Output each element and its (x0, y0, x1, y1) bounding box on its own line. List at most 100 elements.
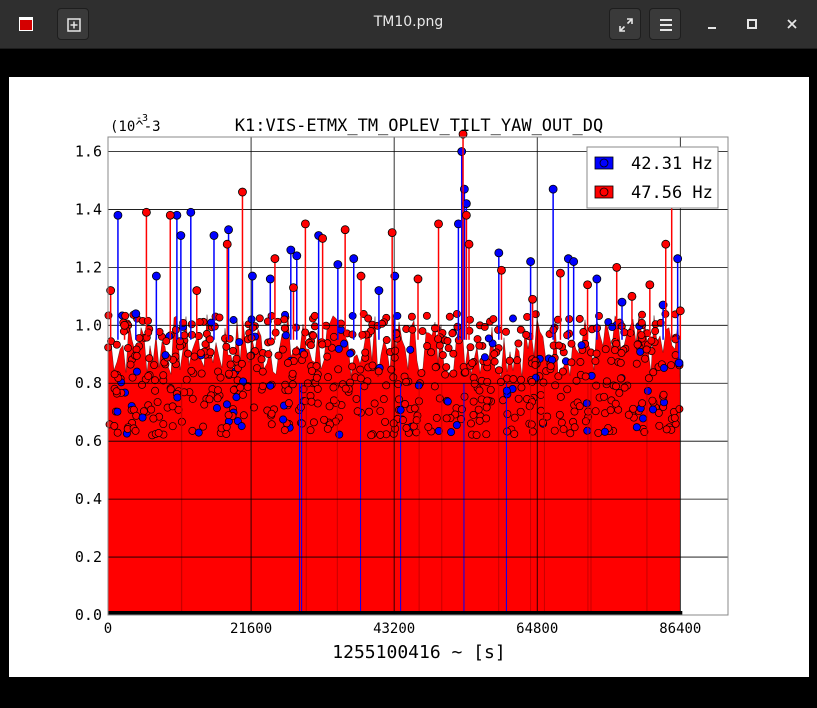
data-point (449, 369, 458, 378)
data-point (284, 399, 293, 408)
close-button[interactable] (782, 14, 802, 34)
chart: 0 21600 43200 64800 86400 0.0 0.2 0.4 0.6 0.8 1.0 1… (9, 77, 809, 677)
data-point (292, 347, 300, 356)
data-point (213, 394, 222, 403)
data-point (194, 428, 203, 437)
data-point (222, 400, 231, 409)
legend-label: 47.56 Hz (631, 183, 713, 203)
data-point (536, 391, 545, 399)
data-point (352, 394, 361, 403)
data-point (387, 365, 396, 374)
data-point (284, 386, 293, 395)
data-point (187, 366, 196, 375)
data-point (348, 362, 357, 371)
data-point (281, 331, 290, 340)
data-point (607, 356, 616, 365)
maximize-button[interactable] (742, 14, 762, 34)
series-marker (192, 286, 202, 295)
series-marker (248, 271, 257, 281)
series-marker (209, 231, 219, 240)
data-point (300, 350, 309, 359)
app-menu-button[interactable] (10, 8, 42, 40)
data-point (438, 351, 447, 360)
data-point (581, 372, 590, 381)
data-point (502, 327, 510, 336)
data-point (570, 407, 579, 416)
series-marker (494, 248, 504, 258)
series-marker (151, 271, 161, 281)
series-marker (526, 257, 536, 266)
series-marker (340, 225, 350, 235)
data-point (154, 429, 163, 437)
data-point (346, 349, 355, 358)
legend-label: 42.31 Hz (631, 154, 713, 174)
data-point (654, 408, 663, 417)
series-marker (556, 268, 565, 278)
data-point (480, 353, 489, 362)
data-point (638, 310, 646, 319)
data-point (112, 387, 121, 396)
data-point (546, 362, 555, 371)
x-tick-label: 64800 (516, 621, 558, 637)
data-point (149, 414, 158, 423)
data-point (264, 350, 273, 359)
data-point (205, 395, 214, 404)
data-point (364, 314, 373, 323)
data-point (267, 420, 276, 429)
data-point (147, 405, 156, 414)
legend-marker (599, 187, 609, 197)
data-point (353, 407, 362, 416)
series-marker (286, 245, 296, 255)
data-point (505, 356, 514, 365)
series-marker (674, 358, 684, 368)
series-marker (592, 274, 602, 284)
series-marker (497, 265, 506, 275)
data-point (126, 360, 135, 369)
data-point (431, 363, 440, 372)
series-marker (349, 254, 359, 264)
data-point (510, 429, 519, 438)
data-point (460, 392, 469, 401)
series-marker (464, 239, 474, 249)
menu-button[interactable] (649, 8, 681, 40)
data-point (466, 343, 475, 352)
data-point (402, 378, 411, 386)
data-point (468, 359, 477, 367)
data-point (606, 406, 615, 415)
fullscreen-button[interactable] (609, 8, 641, 40)
data-point (201, 340, 210, 349)
series-marker (612, 262, 622, 272)
data-point (166, 385, 175, 394)
data-point (320, 415, 329, 424)
data-point (113, 428, 122, 437)
data-point (601, 345, 610, 354)
data-point (430, 382, 439, 391)
data-point (632, 423, 641, 432)
plot-frame (107, 136, 729, 616)
data-point (358, 330, 367, 339)
data-point (196, 349, 205, 358)
data-point (307, 341, 315, 350)
data-point (472, 431, 481, 440)
data-point (139, 407, 148, 416)
series-marker (333, 260, 343, 269)
data-point (274, 351, 283, 360)
data-point (132, 351, 141, 360)
hamburger-menu-icon (660, 19, 672, 31)
data-point (466, 315, 474, 324)
data-point (670, 413, 679, 422)
new-tab-button[interactable] (57, 8, 89, 40)
data-point (655, 421, 664, 430)
data-point (445, 312, 454, 321)
series-marker (675, 306, 685, 316)
minimize-button[interactable] (702, 14, 722, 34)
y-tick-label: 1.2 (75, 258, 102, 276)
y-tick-label: 0.6 (75, 432, 102, 450)
data-point (407, 312, 416, 321)
data-point (180, 388, 189, 397)
data-point (168, 402, 177, 411)
data-point (237, 422, 246, 431)
data-point (243, 383, 252, 392)
data-point (556, 392, 565, 401)
data-point (525, 402, 534, 411)
